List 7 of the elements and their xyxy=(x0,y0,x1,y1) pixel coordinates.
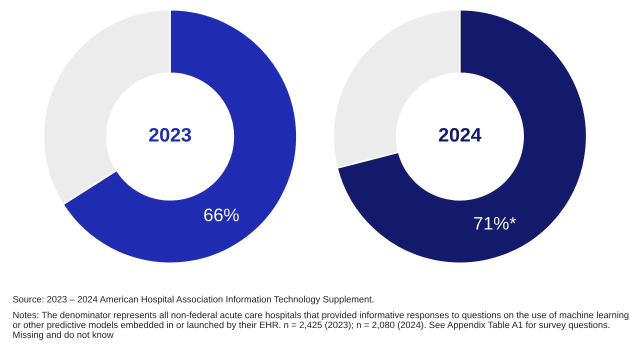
data-label: 71%* xyxy=(474,217,516,230)
text: Notes: The denominator represents all non-federal acute care hospitals that provided informative responses to questions on the use of machine learning or other predictive models embedded in or launched by their EHR. n = 2,425 (2023); n = 2,080 (2024). See Appendix Table A1 for survey questions. Missing and do not know xyxy=(12,312,628,340)
data-label: 66% xyxy=(204,208,239,222)
text: 2023 xyxy=(149,128,192,142)
text: 2024 xyxy=(438,128,482,142)
source-note: Source: 2023 – 2024 American Hospital Association Information Technology Supplement. xyxy=(13,296,374,304)
donut-slice xyxy=(336,9,588,264)
